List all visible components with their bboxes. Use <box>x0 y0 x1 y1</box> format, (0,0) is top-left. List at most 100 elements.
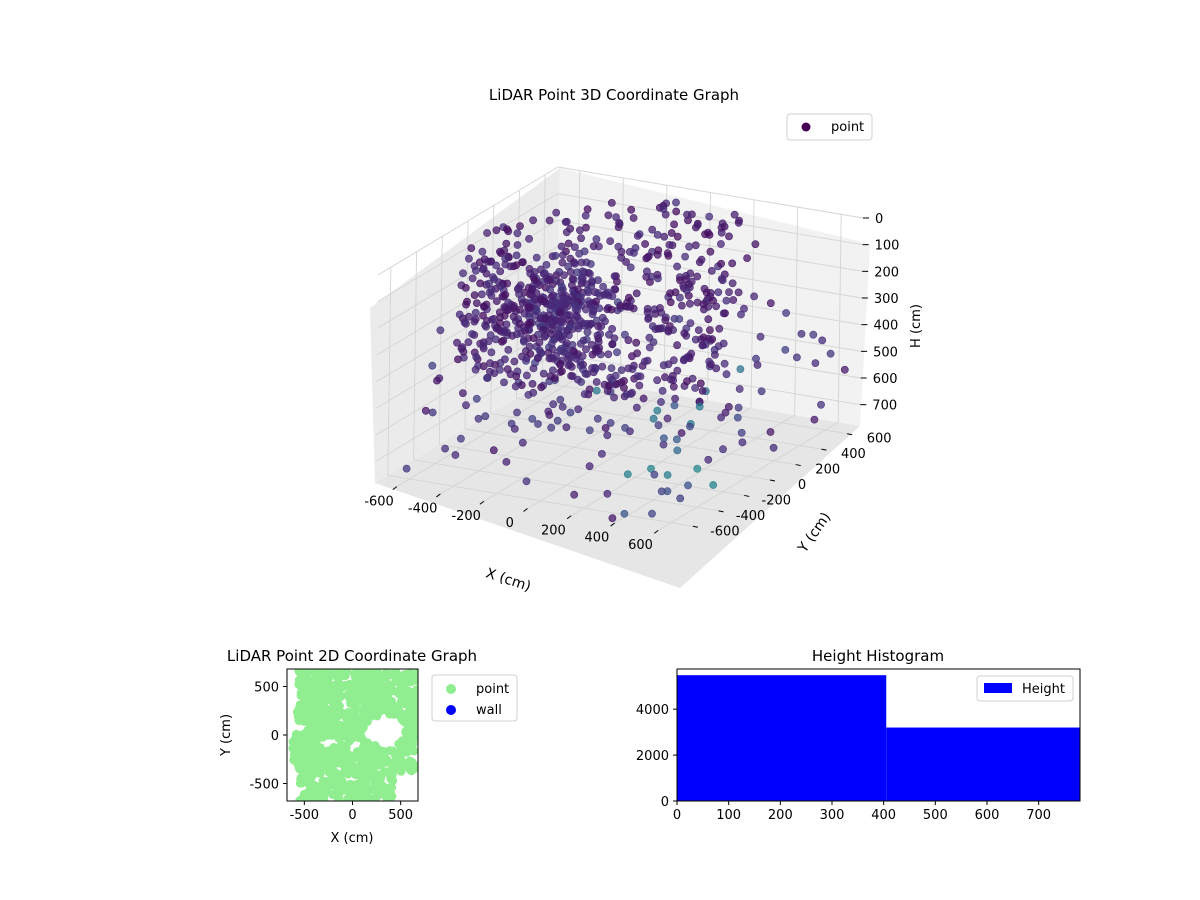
plot3d-ytick-label: -400 <box>736 509 766 524</box>
plot3d-point <box>663 249 672 258</box>
plot3d-point <box>647 272 656 281</box>
plot2d-point <box>348 697 358 707</box>
plot3d-point <box>608 340 617 349</box>
plot3d-grid-y-floor <box>490 413 796 466</box>
plot3d-point <box>649 414 658 423</box>
plot2d-point <box>361 671 371 681</box>
plot3d-point <box>518 299 527 307</box>
plot3d-point <box>620 376 628 385</box>
plot3d-point <box>750 292 758 301</box>
plot3d-point <box>737 428 746 437</box>
plot3d-point <box>683 377 691 386</box>
plot3d-xtick-label: 200 <box>541 523 566 538</box>
histogram-xtick-label: 400 <box>871 808 896 823</box>
plot3d-point <box>428 361 437 370</box>
plot3d-point <box>525 234 533 243</box>
plot3d-point <box>483 374 491 382</box>
plot2d-point <box>371 703 381 712</box>
plot3d-point <box>548 321 557 330</box>
plot2d-point <box>395 756 405 765</box>
plot2d-point <box>411 691 418 701</box>
plot3d-point <box>670 220 678 229</box>
plot3d-point <box>643 304 652 313</box>
plot3d-point <box>639 394 648 403</box>
plot3d-point <box>719 339 728 348</box>
plot3d-point <box>621 423 629 432</box>
plot3d-ytick <box>744 494 750 497</box>
plot2d-point <box>394 739 404 749</box>
plot3d-point <box>566 268 575 276</box>
plot2d-point <box>357 705 367 715</box>
plot3d-point <box>629 214 638 222</box>
plot3d-point <box>604 350 613 359</box>
plot2d-point <box>315 686 325 696</box>
plot2d-point <box>303 669 313 678</box>
plot3d-point <box>722 370 731 379</box>
plot3d-point <box>769 443 778 452</box>
plot3d-point <box>428 408 437 417</box>
plot3d-point <box>604 211 613 220</box>
plot3d-ytick-label: -600 <box>710 524 740 539</box>
plot3d-point <box>460 318 469 327</box>
plot3d-point <box>656 304 664 312</box>
plot3d-point <box>477 290 486 299</box>
plot3d-point <box>617 366 626 374</box>
plot2d-point <box>322 695 332 705</box>
plot3d-point <box>671 288 680 297</box>
plot3d-point <box>602 290 611 298</box>
plot3d-point <box>576 358 585 366</box>
plot2d-point <box>289 755 299 765</box>
plot2d-xlabel: X (cm) <box>331 831 374 846</box>
plot3d-point <box>730 210 739 219</box>
plot3d-grid-x-back <box>794 207 799 416</box>
plot3d-point <box>657 398 665 406</box>
plot3d-points <box>402 198 849 523</box>
plot2d-point <box>328 790 338 799</box>
plot3d-xtick <box>653 529 659 534</box>
plot2d-point <box>394 674 403 684</box>
plot3d-point <box>709 481 718 489</box>
histogram-xtick-label: 200 <box>768 808 793 823</box>
plot2d-point <box>381 696 391 706</box>
plot3d-point <box>500 378 508 387</box>
plot3d-point <box>583 328 592 337</box>
plot3d-point <box>515 319 524 328</box>
plot3d-point <box>486 359 494 368</box>
plot3d-point <box>402 464 411 473</box>
plot3d-point <box>556 359 565 368</box>
plot2d-point <box>372 769 382 779</box>
histogram-xtick-label: 600 <box>975 808 1000 823</box>
plot3d-point <box>504 345 513 354</box>
plot3d-point <box>502 457 511 466</box>
plot3d-point <box>589 242 598 251</box>
histogram-legend-label: Height <box>1022 682 1065 697</box>
plot2d-point <box>380 767 390 777</box>
plot3d-point <box>476 279 485 288</box>
plot3d-point <box>601 424 610 432</box>
plot2d-point <box>296 688 306 698</box>
plot3d-point <box>734 288 743 297</box>
plot3d-xtick <box>610 522 615 527</box>
plot3d-grid-x-back <box>750 199 755 408</box>
plot3d-point <box>583 286 592 295</box>
plot3d-point <box>496 267 505 276</box>
plot3d-point <box>547 329 555 338</box>
plot3d-point <box>694 326 703 334</box>
plot3d-point <box>702 288 711 297</box>
plot3d-point <box>617 253 626 262</box>
plot3d-point <box>669 382 678 391</box>
plot3d-ytick-label: 400 <box>841 447 866 462</box>
plot3d-point <box>556 308 565 317</box>
plot3d-point <box>589 368 598 377</box>
plot3d-point <box>577 234 585 243</box>
plot3d-ztick-label: 700 <box>872 399 897 414</box>
plot3d-point <box>610 285 619 293</box>
plot2d-point <box>299 759 309 769</box>
plot3d-ytick-label: 0 <box>798 478 806 493</box>
plot3d-point <box>673 435 681 444</box>
plot2d-point <box>404 725 414 735</box>
plot2d-point <box>294 716 304 726</box>
plot3d: LiDAR Point 3D Coordinate Graph -600 -400… <box>364 86 924 595</box>
plot2d-title: LiDAR Point 2D Coordinate Graph <box>227 647 477 665</box>
plot3d-point <box>628 352 636 361</box>
